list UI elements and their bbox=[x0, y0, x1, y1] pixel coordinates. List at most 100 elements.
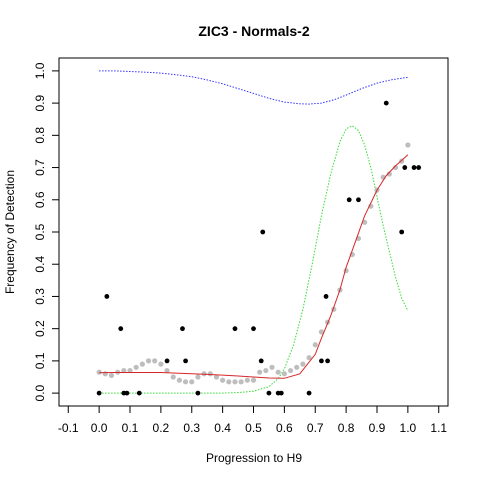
x-tick-label: 0.8 bbox=[338, 421, 355, 435]
smoothed-point bbox=[312, 342, 318, 348]
smoothed-point bbox=[226, 379, 232, 385]
y-tick-label: 0.9 bbox=[33, 94, 47, 111]
observed-point bbox=[124, 390, 130, 396]
observed-point bbox=[251, 326, 256, 332]
smoothed-point bbox=[281, 371, 287, 377]
smoothed-point bbox=[102, 371, 108, 377]
x-tick-label: 0.3 bbox=[183, 421, 200, 435]
observed-point bbox=[183, 358, 188, 364]
density-curve-line bbox=[99, 125, 409, 394]
smoothed-point bbox=[275, 369, 281, 375]
smoothed-point bbox=[269, 364, 275, 370]
smoothed-point bbox=[195, 374, 201, 380]
observed-point bbox=[104, 294, 110, 299]
upper-curve-line bbox=[99, 70, 408, 105]
observed-point bbox=[416, 165, 422, 170]
y-tick-label: 0.6 bbox=[33, 191, 47, 208]
observed-point bbox=[96, 390, 102, 396]
x-tick-label: 0.6 bbox=[276, 421, 293, 435]
observed-point bbox=[402, 165, 408, 170]
smoothed-point bbox=[189, 379, 195, 385]
x-tick-label: 1.1 bbox=[430, 421, 447, 435]
y-tick-label: 0.5 bbox=[33, 223, 47, 240]
y-tick-label: 0.7 bbox=[33, 159, 47, 176]
observed-point bbox=[383, 100, 389, 106]
observed-point bbox=[319, 358, 324, 364]
observed-point bbox=[164, 358, 170, 364]
x-tick-label: 0.5 bbox=[245, 421, 262, 435]
x-tick-label: 0.2 bbox=[153, 421, 170, 435]
x-tick-label: -0.1 bbox=[58, 421, 79, 435]
observed-point bbox=[195, 390, 201, 396]
smoothed-point bbox=[108, 372, 115, 378]
smoothed-point bbox=[182, 379, 189, 385]
smoothed-point bbox=[213, 374, 220, 380]
smoothed-point bbox=[164, 367, 170, 374]
chart-title: ZIC3 - Normals-2 bbox=[198, 23, 309, 39]
smoothed-point bbox=[399, 158, 405, 164]
x-tick-label: 1.0 bbox=[400, 421, 417, 435]
observed-point bbox=[306, 390, 312, 396]
y-tick-label: 1.0 bbox=[33, 62, 47, 79]
smoothed-point bbox=[127, 367, 133, 374]
observed-point bbox=[118, 326, 124, 332]
y-tick-label: 0.3 bbox=[33, 288, 47, 305]
smoothed-point bbox=[392, 164, 399, 171]
smoothed-point bbox=[257, 369, 263, 375]
x-axis-label: Progression to H9 bbox=[206, 451, 302, 465]
x-tick-label: 0.0 bbox=[91, 421, 108, 435]
y-axis-label: Frequency of Detection bbox=[3, 170, 17, 294]
smoothed-point bbox=[121, 367, 127, 374]
smoothed-point bbox=[386, 171, 392, 177]
observed-point bbox=[232, 326, 238, 332]
smoothed-point bbox=[244, 377, 250, 383]
smoothed-point bbox=[232, 379, 238, 385]
y-tick-label: 0.2 bbox=[33, 320, 47, 337]
observed-point bbox=[399, 229, 405, 235]
observed-point bbox=[325, 358, 330, 364]
observed-point bbox=[260, 229, 266, 235]
y-tick-label: 0.8 bbox=[33, 127, 47, 144]
observed-point bbox=[356, 197, 361, 203]
smoothed-point bbox=[250, 377, 257, 383]
observed-point bbox=[136, 390, 142, 396]
smoothed-point bbox=[176, 377, 183, 383]
smoothed-point bbox=[306, 355, 312, 361]
smoothed-point bbox=[263, 367, 269, 374]
smoothed-point bbox=[158, 361, 164, 367]
y-tick-label: 0.4 bbox=[33, 256, 47, 273]
smoothed-point bbox=[133, 364, 139, 370]
y-tick-label: 0.0 bbox=[33, 384, 47, 401]
smoothed-point bbox=[139, 361, 145, 367]
x-tick-label: 0.7 bbox=[307, 421, 324, 435]
smoothed-point bbox=[294, 364, 300, 370]
x-tick-label: 0.9 bbox=[369, 421, 386, 435]
x-axis: -0.1 0.0 0.1 0.2 0.3 0.4 0.5 0.6 0.7 0.8 0.9 1.0 1.1 bbox=[58, 405, 447, 435]
smoothed-point bbox=[362, 219, 368, 225]
smoothed-point bbox=[170, 374, 176, 380]
smoothed-point bbox=[152, 358, 158, 364]
fit-line bbox=[99, 154, 409, 379]
smoothed-point bbox=[300, 361, 306, 367]
plot-layer bbox=[96, 70, 422, 396]
smoothed-point bbox=[145, 358, 152, 364]
observed-point bbox=[346, 197, 352, 203]
smoothed-point bbox=[220, 377, 226, 383]
smoothed-point bbox=[405, 142, 411, 148]
smoothed-point bbox=[318, 329, 325, 335]
observed-point bbox=[180, 326, 185, 332]
smoothed-point bbox=[201, 371, 207, 377]
observed-point bbox=[278, 390, 284, 396]
smoothed-point bbox=[238, 379, 244, 385]
observed-point bbox=[411, 165, 417, 170]
y-tick-label: 0.1 bbox=[33, 352, 47, 369]
observed-point bbox=[258, 358, 264, 364]
smoothed-point bbox=[207, 371, 213, 377]
observed-point bbox=[266, 390, 272, 396]
plot-area-border bbox=[58, 57, 449, 407]
x-tick-label: 0.1 bbox=[122, 421, 139, 435]
smoothed-point bbox=[96, 369, 102, 375]
smoothed-point bbox=[287, 367, 294, 374]
x-tick-label: 0.4 bbox=[214, 421, 231, 435]
